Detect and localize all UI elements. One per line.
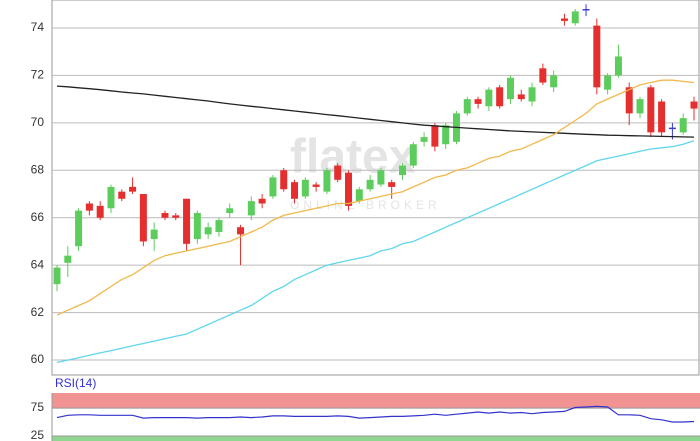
candle-body: [388, 182, 396, 187]
candle-body: [420, 137, 428, 142]
candle-body: [215, 220, 223, 232]
candle-body: [398, 165, 406, 176]
y-tick-label: 66: [31, 210, 45, 224]
y-tick-label: 25: [31, 428, 45, 441]
candle-body: [355, 189, 363, 202]
candle-body: [517, 94, 525, 100]
candle-body: [161, 212, 169, 218]
candle-body: [107, 186, 115, 209]
y-tick-label: 70: [31, 115, 45, 129]
candle-body: [647, 87, 655, 133]
candle-body: [668, 127, 676, 130]
candle-body: [463, 99, 471, 114]
panel-border: [51, 0, 700, 376]
candle-body: [64, 255, 72, 263]
candle-body: [485, 89, 493, 107]
candle-body: [604, 75, 612, 90]
candle-body: [323, 170, 331, 192]
candle-body: [183, 198, 191, 244]
y-tick-label: 75: [31, 400, 45, 414]
moving-average-line: [56, 79, 695, 316]
candle-body: [539, 68, 547, 83]
y-tick-label: 72: [31, 68, 45, 82]
candle-body: [528, 87, 536, 102]
candle-body: [658, 101, 666, 133]
candle-body: [636, 99, 644, 114]
candle-body: [377, 170, 385, 185]
candle-body: [431, 125, 439, 147]
moving-average-line: [56, 140, 695, 364]
candle-body: [118, 191, 126, 199]
candle-body: [85, 203, 93, 211]
candle-body: [150, 229, 158, 240]
candle-body: [506, 77, 514, 100]
candle-body: [291, 182, 299, 199]
candle-body: [334, 165, 342, 180]
candle-body: [96, 205, 104, 218]
oversold-band: [52, 435, 700, 441]
watermark-subtitle: ONLINE BROKER: [290, 198, 441, 212]
candle-body: [237, 227, 245, 235]
candle-body: [560, 18, 568, 21]
candle-body: [129, 186, 137, 192]
candle-body: [679, 118, 687, 133]
y-tick-label: 60: [31, 352, 45, 366]
rsi-line: [56, 405, 695, 423]
candle-body: [625, 87, 633, 114]
candle-body: [269, 177, 277, 197]
candle-body: [345, 172, 353, 206]
candle-body: [571, 11, 579, 24]
candle-body: [409, 144, 417, 166]
rsi-title: RSI(14): [55, 376, 96, 390]
candle-body: [226, 208, 234, 213]
candle-body: [75, 210, 83, 247]
candle-body: [550, 75, 558, 88]
candle-body: [258, 198, 266, 204]
candle-body: [593, 25, 601, 88]
candle-body: [312, 184, 320, 187]
candle-body: [442, 125, 450, 145]
candle-body: [172, 215, 180, 218]
overbought-band: [52, 393, 700, 409]
candle-body: [301, 179, 309, 197]
candle-body: [193, 212, 201, 240]
y-tick-label: 74: [31, 20, 45, 34]
candle-body: [474, 99, 482, 104]
candle-body: [582, 9, 590, 11]
candle-body: [247, 201, 255, 216]
y-tick-label: 62: [31, 305, 45, 319]
candle-body: [366, 179, 374, 190]
watermark: flatex: [290, 131, 416, 184]
moving-average-line: [56, 85, 695, 138]
candle-body: [139, 194, 147, 242]
candle-body: [496, 87, 504, 107]
candle-body: [614, 56, 622, 76]
candle-body: [204, 227, 212, 235]
candle-body: [53, 267, 61, 285]
y-tick-label: 64: [31, 257, 45, 271]
candle-body: [280, 170, 288, 190]
y-tick-label: 68: [31, 162, 45, 176]
candle-body: [690, 101, 698, 109]
